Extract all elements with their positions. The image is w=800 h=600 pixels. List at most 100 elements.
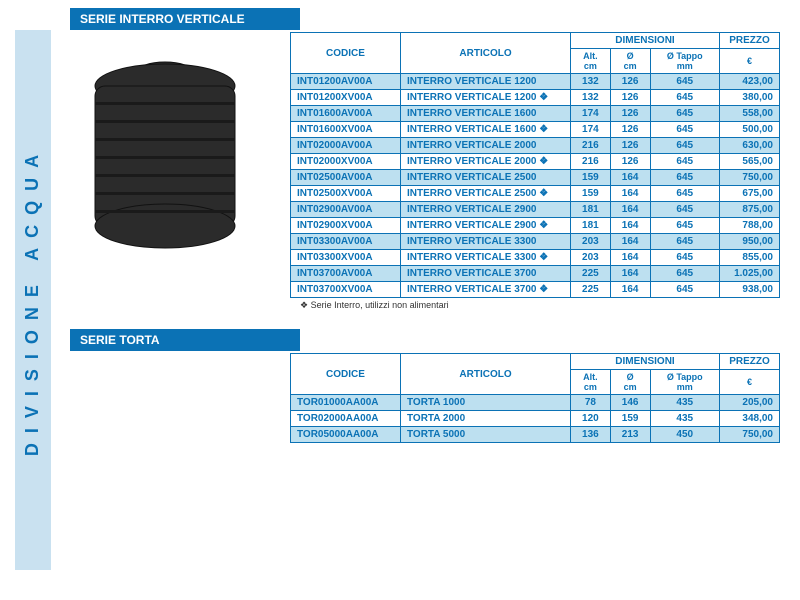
table-torta: CODICE ARTICOLO DIMENSIONI PREZZO Alt.cm… — [290, 353, 780, 443]
cell-codice: TOR02000AA00A — [291, 411, 401, 427]
table-row: INT01600AV00AINTERRO VERTICALE 160017412… — [291, 106, 780, 122]
cell-articolo: TORTA 5000 — [401, 427, 571, 443]
table-row: INT01200XV00AINTERRO VERTICALE 1200 ❖132… — [291, 90, 780, 106]
cell-dim: 645 — [650, 250, 719, 266]
cell-codice: INT03700AV00A — [291, 266, 401, 282]
cell-articolo: INTERRO VERTICALE 2500 ❖ — [401, 186, 571, 202]
col-diam: Øcm — [610, 370, 650, 395]
table-row: INT02900XV00AINTERRO VERTICALE 2900 ❖181… — [291, 218, 780, 234]
cell-dim: 645 — [650, 90, 719, 106]
cell-articolo: INTERRO VERTICALE 2000 — [401, 138, 571, 154]
cell-codice: TOR01000AA00A — [291, 395, 401, 411]
table-row: INT02500AV00AINTERRO VERTICALE 250015916… — [291, 170, 780, 186]
cell-codice: INT02900AV00A — [291, 202, 401, 218]
cell-codice: INT03300AV00A — [291, 234, 401, 250]
cell-articolo: INTERRO VERTICALE 2000 ❖ — [401, 154, 571, 170]
cell-dim: 645 — [650, 266, 719, 282]
cell-articolo: INTERRO VERTICALE 2900 ❖ — [401, 218, 571, 234]
cell-articolo: TORTA 2000 — [401, 411, 571, 427]
cell-prezzo: 565,00 — [720, 154, 780, 170]
sidebar-label: DIVISIONE ACQUA — [23, 144, 44, 455]
cell-dim: 126 — [610, 74, 650, 90]
cell-dim: 126 — [610, 154, 650, 170]
col-dimensioni: DIMENSIONI — [571, 33, 720, 49]
cell-dim: 126 — [610, 106, 650, 122]
cell-dim: 181 — [571, 202, 611, 218]
cell-codice: INT03700XV00A — [291, 282, 401, 298]
table-row: INT03700AV00AINTERRO VERTICALE 370022516… — [291, 266, 780, 282]
table-row: INT03300XV00AINTERRO VERTICALE 3300 ❖203… — [291, 250, 780, 266]
cell-dim: 164 — [610, 170, 650, 186]
cell-dim: 645 — [650, 282, 719, 298]
cell-dim: 132 — [571, 90, 611, 106]
cell-dim: 164 — [610, 250, 650, 266]
table-row: INT01200AV00AINTERRO VERTICALE 120013212… — [291, 74, 780, 90]
cell-prezzo: 380,00 — [720, 90, 780, 106]
table-row: TOR02000AA00ATORTA 2000120159435348,00 — [291, 411, 780, 427]
cell-prezzo: 788,00 — [720, 218, 780, 234]
cell-dim: 645 — [650, 106, 719, 122]
cell-dim: 213 — [610, 427, 650, 443]
cell-dim: 645 — [650, 234, 719, 250]
cell-prezzo: 1.025,00 — [720, 266, 780, 282]
table-row: INT03700XV00AINTERRO VERTICALE 3700 ❖225… — [291, 282, 780, 298]
cell-prezzo: 675,00 — [720, 186, 780, 202]
section-title-interro: SERIE INTERRO VERTICALE — [70, 8, 300, 30]
col-alt: Alt.cm — [571, 370, 611, 395]
cell-dim: 164 — [610, 202, 650, 218]
table-header-row: CODICE ARTICOLO DIMENSIONI PREZZO — [291, 33, 780, 49]
sidebar: DIVISIONE ACQUA — [15, 30, 51, 570]
cell-articolo: INTERRO VERTICALE 1600 ❖ — [401, 122, 571, 138]
cell-prezzo: 500,00 — [720, 122, 780, 138]
cell-prezzo: 750,00 — [720, 427, 780, 443]
table-interro: CODICE ARTICOLO DIMENSIONI PREZZO Alt.cm… — [290, 32, 780, 298]
cell-codice: INT02900XV00A — [291, 218, 401, 234]
cell-dim: 645 — [650, 218, 719, 234]
col-prezzo: PREZZO — [720, 354, 780, 370]
cell-codice: INT01200XV00A — [291, 90, 401, 106]
col-tappo: Ø Tappomm — [650, 49, 719, 74]
cell-dim: 645 — [650, 202, 719, 218]
cell-articolo: INTERRO VERTICALE 3300 ❖ — [401, 250, 571, 266]
cell-dim: 645 — [650, 170, 719, 186]
footnote: ❖ Serie Interro, utilizzi non alimentari — [300, 300, 790, 311]
col-dimensioni: DIMENSIONI — [571, 354, 720, 370]
table-row: INT01600XV00AINTERRO VERTICALE 1600 ❖174… — [291, 122, 780, 138]
table-row: INT02500XV00AINTERRO VERTICALE 2500 ❖159… — [291, 186, 780, 202]
col-articolo: ARTICOLO — [401, 354, 571, 395]
cell-articolo: INTERRO VERTICALE 3700 ❖ — [401, 282, 571, 298]
col-tappo: Ø Tappomm — [650, 370, 719, 395]
cell-prezzo: 950,00 — [720, 234, 780, 250]
cell-dim: 203 — [571, 250, 611, 266]
cell-dim: 435 — [650, 411, 719, 427]
cell-dim: 645 — [650, 74, 719, 90]
cell-prezzo: 938,00 — [720, 282, 780, 298]
cell-dim: 203 — [571, 234, 611, 250]
cell-dim: 159 — [610, 411, 650, 427]
cell-dim: 126 — [610, 138, 650, 154]
product-image-col — [70, 32, 290, 277]
cell-dim: 216 — [571, 154, 611, 170]
cell-prezzo: 875,00 — [720, 202, 780, 218]
cell-prezzo: 750,00 — [720, 170, 780, 186]
cell-dim: 164 — [610, 234, 650, 250]
cell-dim: 159 — [571, 186, 611, 202]
cell-articolo: INTERRO VERTICALE 3300 — [401, 234, 571, 250]
section-torta: CODICE ARTICOLO DIMENSIONI PREZZO Alt.cm… — [70, 353, 790, 443]
cell-articolo: INTERRO VERTICALE 1200 — [401, 74, 571, 90]
section-title-torta: SERIE TORTA — [70, 329, 300, 351]
cell-dim: 450 — [650, 427, 719, 443]
cell-dim: 120 — [571, 411, 611, 427]
table-row: INT02000XV00AINTERRO VERTICALE 2000 ❖216… — [291, 154, 780, 170]
main-content: SERIE INTERRO VERTICALE CODICE — [70, 8, 790, 443]
col-euro: € — [720, 370, 780, 395]
col-alt: Alt.cm — [571, 49, 611, 74]
table-row: INT03300AV00AINTERRO VERTICALE 330020316… — [291, 234, 780, 250]
cell-articolo: INTERRO VERTICALE 2500 — [401, 170, 571, 186]
cell-articolo: INTERRO VERTICALE 1200 ❖ — [401, 90, 571, 106]
cell-dim: 136 — [571, 427, 611, 443]
cell-articolo: TORTA 1000 — [401, 395, 571, 411]
cell-dim: 645 — [650, 138, 719, 154]
section-interro: CODICE ARTICOLO DIMENSIONI PREZZO Alt.cm… — [70, 32, 790, 298]
cell-articolo: INTERRO VERTICALE 3700 — [401, 266, 571, 282]
